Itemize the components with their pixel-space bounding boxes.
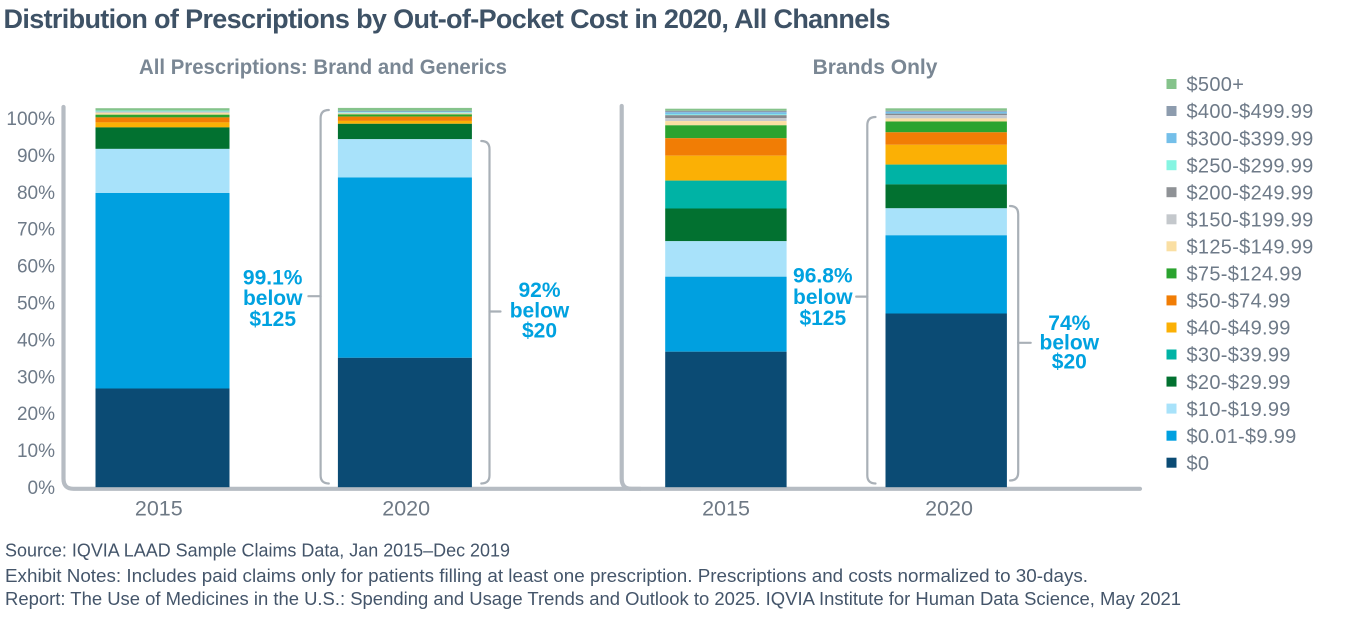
svg-text:20%: 20% (17, 404, 55, 425)
svg-text:96.8%: 96.8% (793, 265, 853, 288)
svg-text:92%: 92% (518, 279, 560, 302)
svg-text:2015: 2015 (135, 497, 183, 521)
svg-text:40%: 40% (17, 330, 55, 351)
svg-text:2020: 2020 (925, 497, 973, 521)
svg-text:Report: The Use of Medicines i: Report: The Use of Medicines in the U.S.… (5, 589, 1181, 609)
svg-text:10%: 10% (17, 441, 55, 462)
svg-text:$150-$199.99: $150-$199.99 (1187, 209, 1314, 231)
svg-text:60%: 60% (17, 257, 55, 278)
svg-text:below: below (243, 287, 303, 310)
svg-text:below: below (510, 300, 570, 323)
svg-text:$300-$399.99: $300-$399.99 (1187, 128, 1314, 150)
svg-text:0%: 0% (28, 478, 56, 499)
svg-text:50%: 50% (17, 294, 55, 315)
svg-text:$400-$499.99: $400-$499.99 (1187, 101, 1314, 123)
svg-text:99.1%: 99.1% (243, 266, 303, 289)
svg-text:Source: IQVIA LAAD Sample Clai: Source: IQVIA LAAD Sample Claims Data, J… (5, 541, 510, 561)
svg-text:2015: 2015 (702, 497, 750, 521)
svg-text:$125: $125 (799, 307, 846, 330)
svg-text:$75-$124.99: $75-$124.99 (1187, 264, 1303, 286)
svg-text:$40-$49.99: $40-$49.99 (1187, 318, 1291, 340)
svg-text:$125-$149.99: $125-$149.99 (1187, 237, 1314, 259)
svg-text:$0.01-$9.99: $0.01-$9.99 (1187, 426, 1297, 448)
svg-text:$125: $125 (249, 308, 296, 331)
svg-text:70%: 70% (17, 220, 55, 241)
svg-text:All Prescriptions: Brand and G: All Prescriptions: Brand and Generics (139, 56, 507, 79)
svg-text:$500+: $500+ (1187, 74, 1245, 96)
svg-text:$20: $20 (522, 320, 557, 343)
svg-text:90%: 90% (17, 146, 55, 167)
svg-text:2020: 2020 (382, 497, 430, 521)
svg-text:below: below (793, 286, 853, 309)
svg-text:Exhibit Notes: Includes paid c: Exhibit Notes: Includes paid claims only… (5, 566, 1088, 586)
svg-text:$0: $0 (1187, 453, 1210, 475)
svg-text:$30-$39.99: $30-$39.99 (1187, 345, 1291, 367)
svg-text:$50-$74.99: $50-$74.99 (1187, 291, 1291, 313)
svg-text:100%: 100% (6, 109, 55, 130)
svg-text:30%: 30% (17, 367, 55, 388)
svg-text:Distribution of Prescriptions: Distribution of Prescriptions by Out-of-… (4, 4, 891, 34)
svg-text:$250-$299.99: $250-$299.99 (1187, 155, 1314, 177)
svg-text:74%: 74% (1048, 312, 1090, 335)
svg-text:$20: $20 (1052, 351, 1087, 374)
svg-text:$20-$29.99: $20-$29.99 (1187, 372, 1291, 394)
svg-text:80%: 80% (17, 183, 55, 204)
svg-text:$200-$249.99: $200-$249.99 (1187, 182, 1314, 204)
svg-text:Brands Only: Brands Only (813, 56, 938, 79)
svg-text:$10-$19.99: $10-$19.99 (1187, 399, 1291, 421)
svg-text:below: below (1040, 332, 1100, 355)
